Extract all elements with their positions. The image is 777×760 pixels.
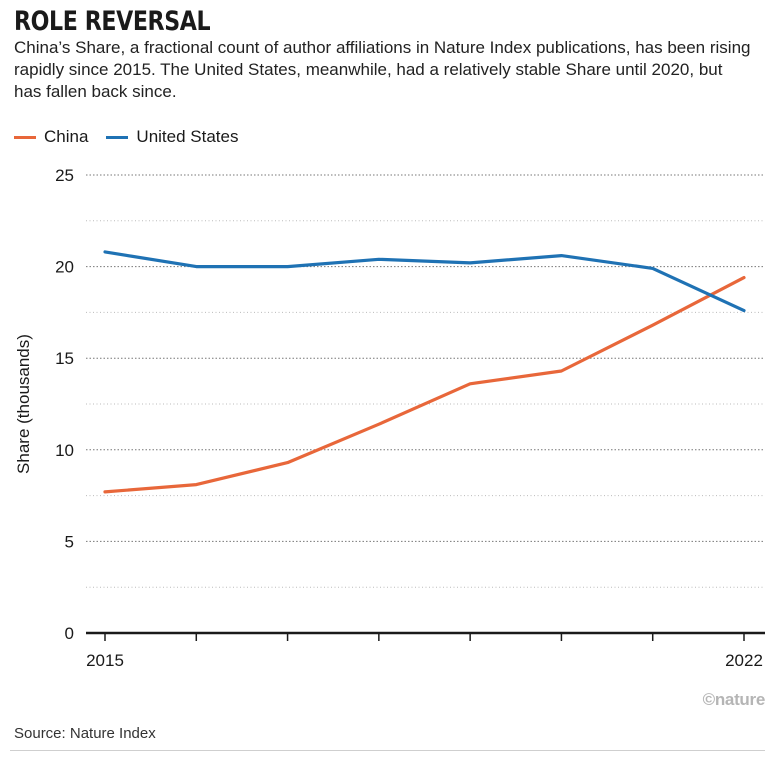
line-chart: 0 5 10 15 20 25 2015 2022 Share (thousands) xyxy=(14,166,765,670)
legend-swatch-united-states xyxy=(106,135,129,139)
legend: China United States xyxy=(14,127,256,147)
chart-title: ROLE REVERSAL xyxy=(14,6,211,37)
y-tick-label: 25 xyxy=(55,166,74,185)
y-axis-label: Share (thousands) xyxy=(14,334,33,474)
series-line-united-states xyxy=(103,250,746,313)
x-tick-label: 2015 xyxy=(86,651,124,670)
y-tick-label: 15 xyxy=(55,349,74,368)
y-tick-label: 10 xyxy=(55,441,74,460)
chart-subtitle: China’s Share, a fractional count of aut… xyxy=(14,38,751,101)
legend-item-china: China xyxy=(14,127,88,147)
y-tick-label: 0 xyxy=(65,624,74,643)
y-tick-label: 5 xyxy=(65,532,74,551)
x-tick-label: 2022 xyxy=(725,651,763,670)
legend-item-united-states: United States xyxy=(106,127,238,147)
series-line-china xyxy=(103,276,746,494)
y-tick-label: 20 xyxy=(55,258,74,277)
source-note: Source: Nature Index xyxy=(14,725,156,742)
bottom-divider xyxy=(10,750,765,751)
legend-swatch-china xyxy=(14,135,36,139)
nature-logo: ©nature xyxy=(702,690,766,709)
legend-label-china: China xyxy=(44,127,89,146)
legend-label-united-states: United States xyxy=(136,127,239,146)
